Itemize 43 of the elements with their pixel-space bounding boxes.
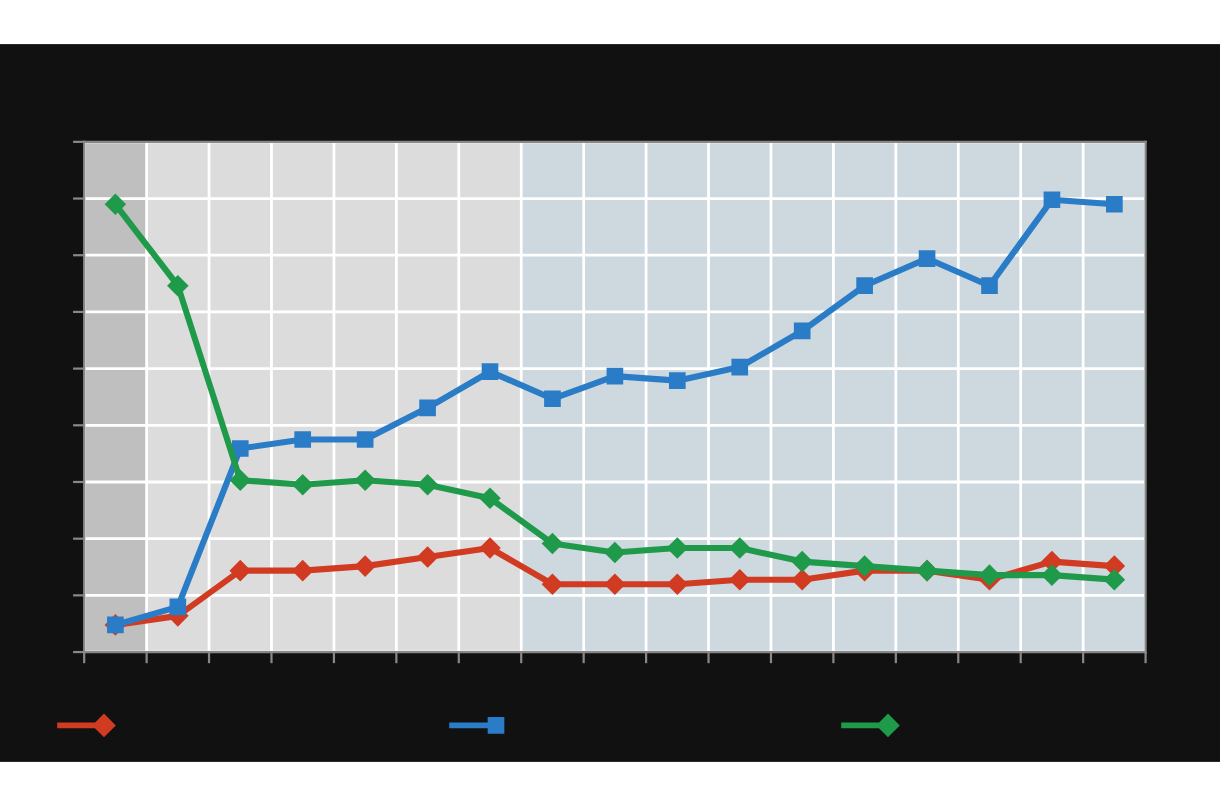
point [1041, 564, 1063, 586]
point [856, 277, 873, 295]
point [542, 573, 563, 595]
point [979, 564, 1000, 586]
point [479, 537, 501, 559]
point [1041, 551, 1063, 572]
point [230, 560, 251, 581]
point [419, 399, 436, 417]
point [169, 598, 187, 616]
point [606, 367, 624, 385]
point [542, 533, 563, 554]
point [667, 573, 688, 595]
point [354, 555, 376, 577]
point [167, 275, 189, 296]
point [604, 573, 626, 595]
point [981, 277, 998, 295]
point [791, 569, 813, 590]
point [231, 440, 249, 457]
point [1106, 195, 1123, 213]
point [481, 363, 499, 380]
point [294, 431, 312, 448]
point [791, 551, 813, 572]
point [731, 358, 749, 376]
point [544, 390, 561, 408]
point [292, 560, 313, 581]
point [417, 546, 438, 568]
point [918, 250, 936, 267]
point [729, 569, 750, 590]
point [479, 488, 501, 509]
point [729, 537, 750, 559]
point [356, 431, 374, 448]
point [667, 537, 688, 559]
point [230, 469, 251, 491]
point [354, 469, 376, 491]
point [668, 372, 686, 390]
point [417, 474, 438, 495]
point [1043, 191, 1061, 209]
point [854, 555, 875, 577]
point [604, 542, 626, 563]
point [793, 322, 811, 340]
point [105, 194, 126, 215]
point [292, 474, 313, 495]
point [1104, 569, 1125, 590]
